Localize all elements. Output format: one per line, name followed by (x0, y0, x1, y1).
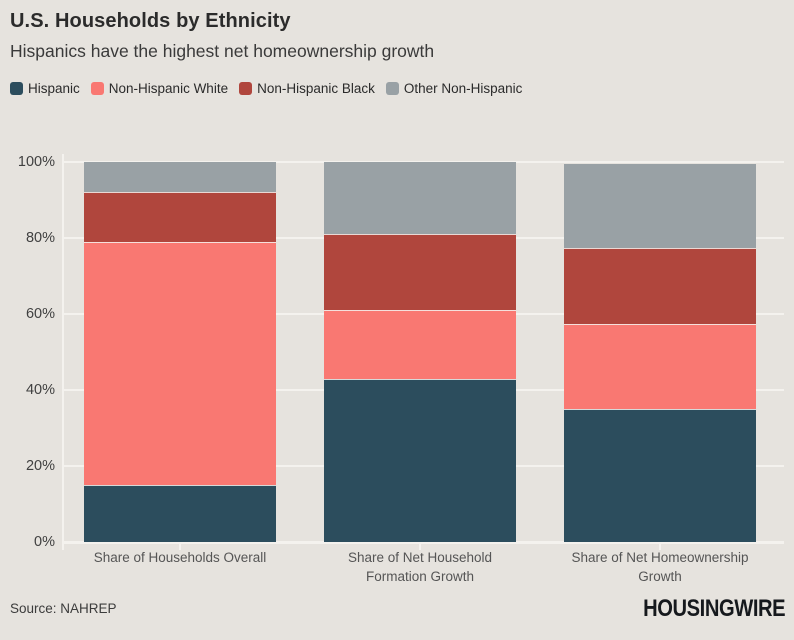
legend-swatch (385, 82, 399, 95)
legend-label: Other Non-Hispanic (403, 81, 523, 96)
legend-label: Hispanic (28, 81, 80, 96)
plot-area: 0% 20% 40% 60% 80% 100% Share of Households O… (0, 154, 794, 584)
legend-item: Non-Hispanic Black (239, 81, 375, 96)
x-axis-label: Share of Net Household Formation Growth (347, 550, 493, 584)
bar (324, 162, 516, 542)
legend-item: Non-Hispanic White (90, 81, 229, 96)
bar-segment-non-hispanic-white (84, 241, 276, 485)
x-axis-tick (659, 544, 661, 550)
x-axis-line (62, 542, 784, 544)
legend-item: Hispanic (10, 81, 80, 96)
chart-title: U.S. Households by Ethnicity (10, 10, 291, 32)
legend: Hispanic Non-Hispanic White Non-Hispanic B… (10, 81, 522, 96)
bars-container (84, 162, 756, 542)
bar (564, 163, 756, 542)
y-axis-label: 80% (25, 230, 55, 246)
bar-segment-hispanic (84, 485, 276, 542)
gridline (62, 161, 784, 163)
bar-segment-non-hispanic-white (324, 310, 516, 379)
y-axis-line (62, 154, 64, 550)
x-axis-tick (419, 544, 421, 550)
y-axis-label: 40% (25, 382, 55, 398)
legend-swatch (10, 82, 23, 95)
bar-segment-hispanic (324, 378, 516, 542)
legend-item: Other Non-Hispanic (385, 81, 523, 96)
bar-segment-non-hispanic-black (324, 234, 516, 311)
bar (84, 162, 276, 542)
x-axis-tick (179, 544, 181, 550)
legend-swatch (90, 82, 104, 95)
chart-subtitle: Hispanics have the highest net homeowner… (10, 41, 435, 61)
bar-segment-other-non-hispanic (324, 162, 516, 235)
source-note: Source: NAHREP (10, 601, 117, 616)
bar-segment-non-hispanic-black (564, 247, 756, 324)
bar-segment-other-non-hispanic (564, 163, 756, 248)
bar-segment-other-non-hispanic (84, 162, 276, 193)
legend-label: Non-Hispanic Black (257, 81, 375, 96)
y-axis-label: 100% (17, 154, 55, 170)
housingwire-logo: HOUSINGWIRE (642, 595, 786, 622)
x-axis-label: Share of Households Overall (93, 550, 267, 565)
y-axis-label: 0% (34, 534, 55, 550)
x-axis-label: Share of Net Homeownership Growth (571, 550, 749, 584)
legend-swatch (239, 82, 253, 95)
gridline (62, 541, 784, 543)
bar-segment-non-hispanic-white (564, 323, 756, 409)
y-axis-label: 60% (25, 306, 55, 322)
bar-segment-non-hispanic-black (84, 192, 276, 242)
bar-segment-hispanic (564, 409, 756, 542)
legend-label: Non-Hispanic White (108, 81, 229, 96)
y-axis-label: 20% (25, 458, 55, 474)
